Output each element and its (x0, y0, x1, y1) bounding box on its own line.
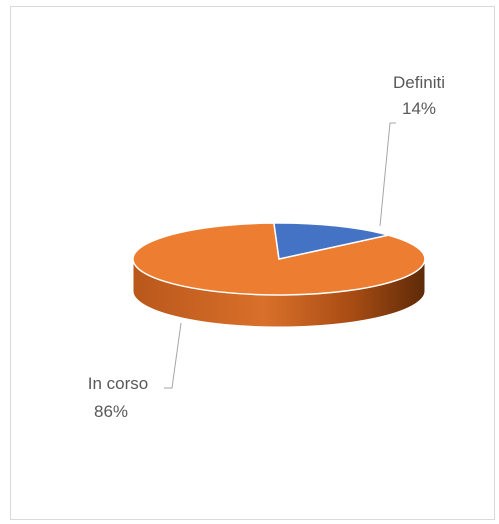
data-label-in-corso-value: 86% (94, 402, 128, 421)
pie-slice-definiti (273, 222, 389, 260)
data-label-definiti-name: Definiti (393, 73, 445, 92)
data-label-definiti-value: 14% (402, 99, 436, 118)
leader-line-in-corso (164, 322, 182, 389)
data-label-in-corso-name: In corso (88, 374, 148, 393)
leader-line-definiti (379, 122, 396, 227)
